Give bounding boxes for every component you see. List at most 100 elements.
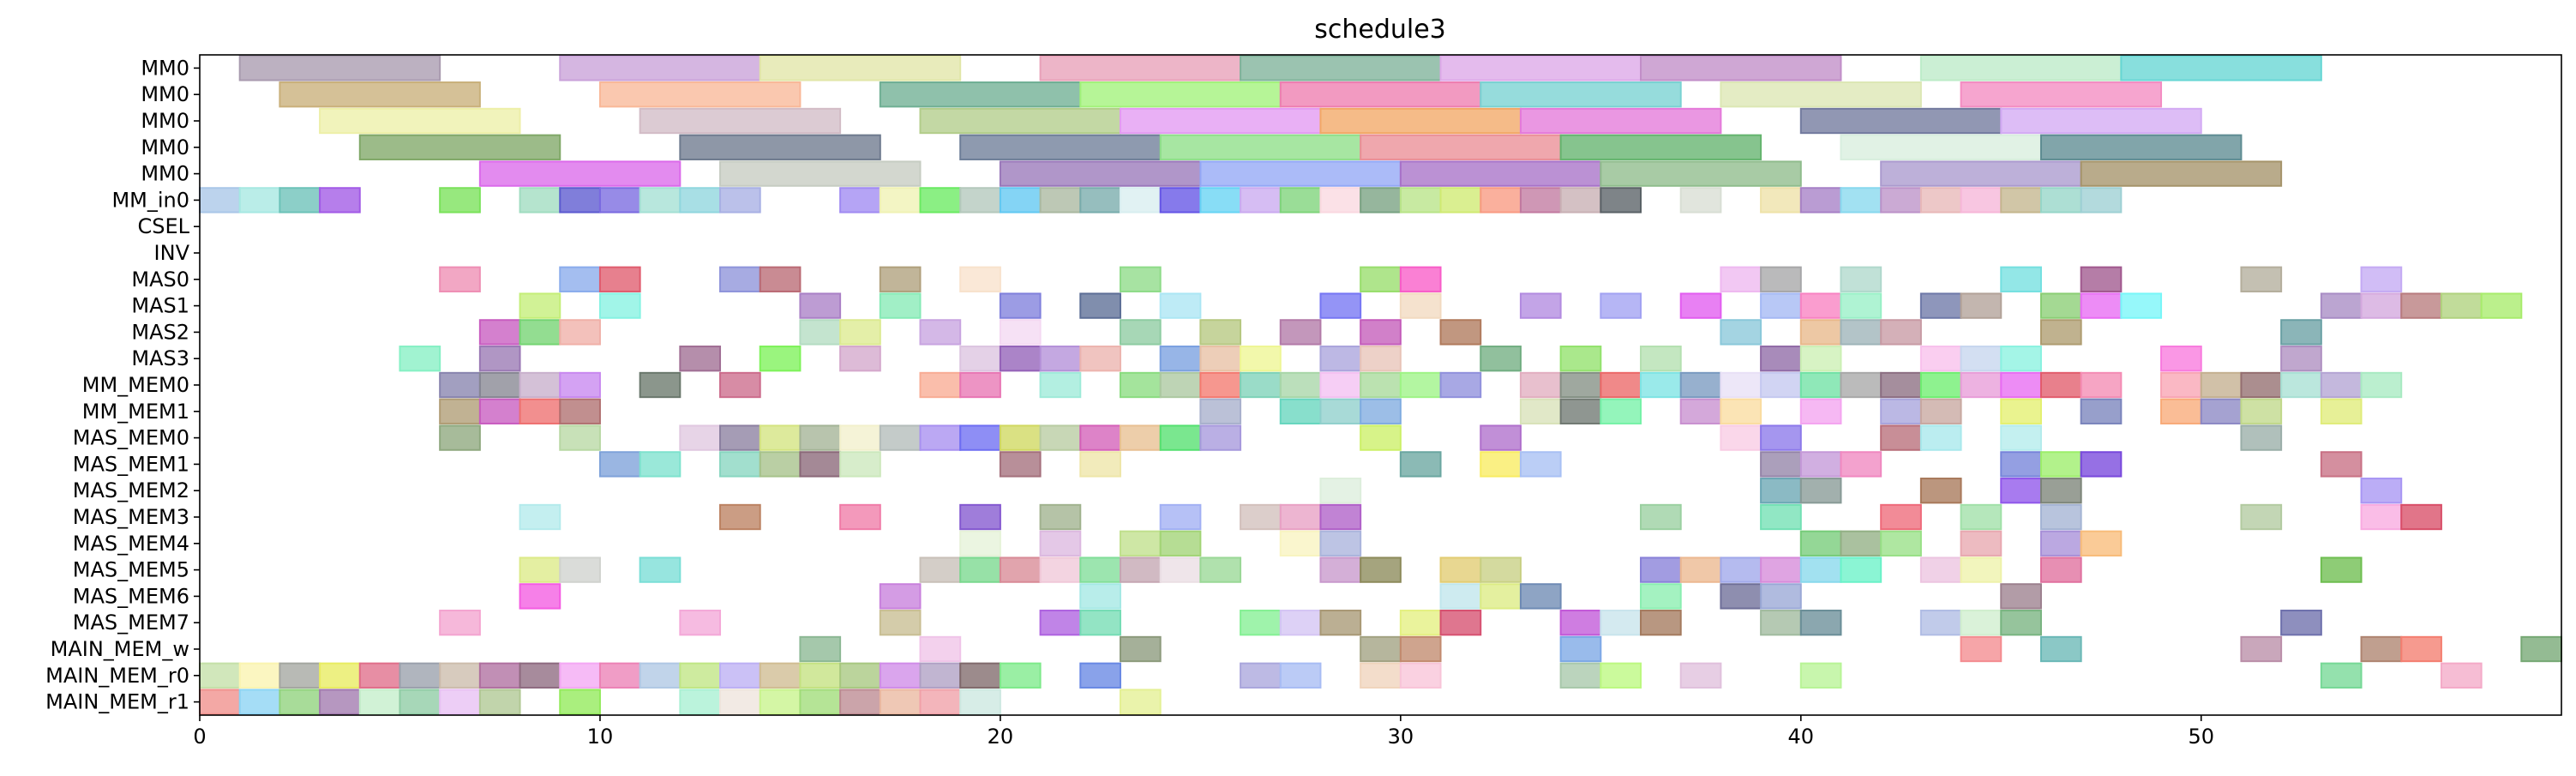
task-bar (1279, 530, 1322, 556)
task-bar (1240, 503, 1282, 531)
task-bar (1880, 398, 1922, 424)
task-bar (2480, 292, 2523, 319)
task-bar (1119, 371, 1162, 399)
task-bar (1600, 610, 1642, 636)
task-bar (839, 319, 881, 346)
task-bar (1279, 187, 1322, 214)
task-bar (439, 689, 481, 715)
task-bar (1079, 610, 1121, 636)
task-bar (1480, 451, 1522, 478)
task-bar (1319, 371, 1362, 399)
task-bar (1199, 398, 1242, 424)
task-bar (1760, 583, 1802, 610)
task-bar (1760, 371, 1802, 399)
y-tick-label: MAS_MEM5 (73, 558, 189, 582)
task-bar (519, 503, 561, 531)
task-bar (1439, 583, 1482, 610)
task-bar (1399, 662, 1442, 689)
task-bar (1799, 556, 1842, 583)
task-bar (1600, 662, 1642, 689)
task-bar (719, 503, 761, 531)
task-bar (1720, 81, 1922, 108)
task-bar (2160, 346, 2202, 372)
task-bar (478, 319, 521, 346)
task-bar (399, 346, 441, 372)
task-bar (2000, 346, 2042, 372)
task-bar (2039, 371, 2082, 399)
task-bar (799, 292, 842, 319)
task-bar (639, 371, 682, 399)
task-bar (1840, 187, 1882, 214)
task-bar (2000, 187, 2042, 214)
task-bar (759, 346, 802, 372)
task-bar (799, 319, 842, 346)
task-bar (2240, 371, 2283, 399)
y-tick-label: MAS_MEM3 (73, 505, 189, 529)
task-bar (519, 398, 561, 424)
task-bar (1079, 81, 1282, 108)
task-bar (1199, 319, 1242, 346)
task-bar (598, 451, 641, 478)
task-bar (2000, 398, 2042, 424)
task-bar (959, 346, 1001, 372)
task-bar (358, 134, 561, 160)
task-bar (1159, 134, 1362, 160)
task-bar (1480, 346, 1522, 372)
task-bar (519, 583, 561, 610)
task-bar (2400, 635, 2442, 663)
task-bar (999, 160, 1202, 187)
task-bar (2360, 503, 2403, 531)
task-bar (2240, 266, 2283, 292)
task-bar (2280, 371, 2322, 399)
task-bar (2520, 635, 2563, 663)
task-bar (839, 503, 881, 531)
task-bar (879, 689, 922, 715)
task-bar (1439, 610, 1482, 636)
task-bar (1760, 292, 1802, 319)
task-bar (1039, 187, 1082, 214)
task-bar (1279, 662, 1322, 689)
task-bar (559, 398, 601, 424)
task-bar (598, 292, 641, 319)
task-bar (519, 371, 561, 399)
task-bar (2440, 292, 2483, 319)
task-bar (1199, 556, 1242, 583)
task-bar (759, 451, 802, 478)
y-tick-label: INV (154, 241, 190, 265)
task-bar (1919, 424, 1962, 451)
task-bar (1640, 556, 1682, 583)
task-bar (1559, 398, 1602, 424)
task-bar (959, 689, 1001, 715)
y-tick-label: MAS0 (131, 268, 189, 292)
task-bar (1119, 424, 1162, 451)
task-bar (1399, 266, 1442, 292)
task-bar (2240, 503, 2283, 531)
task-bar (1240, 55, 1442, 81)
task-bar (2240, 398, 2283, 424)
task-bar (1360, 556, 1402, 583)
task-bar (399, 689, 441, 715)
task-bar (2000, 424, 2042, 451)
task-bar (478, 371, 521, 399)
task-bar (1760, 503, 1802, 531)
task-bar (439, 424, 481, 451)
task-bar (2360, 371, 2403, 399)
task-bar (799, 635, 842, 663)
task-bar (559, 55, 761, 81)
task-bar (2280, 319, 2322, 346)
task-bar (1799, 292, 1842, 319)
task-bar (598, 266, 641, 292)
task-bar (598, 187, 641, 214)
task-bar (1119, 530, 1162, 556)
task-bar (478, 160, 682, 187)
task-bar (1399, 610, 1442, 636)
task-bar (1519, 187, 1562, 214)
task-bar (2160, 371, 2202, 399)
task-bar (2320, 398, 2363, 424)
task-bar (1199, 346, 1242, 372)
task-bar (1640, 55, 1842, 81)
task-bar (1360, 319, 1402, 346)
task-bar (1720, 319, 1762, 346)
task-bar (799, 662, 842, 689)
